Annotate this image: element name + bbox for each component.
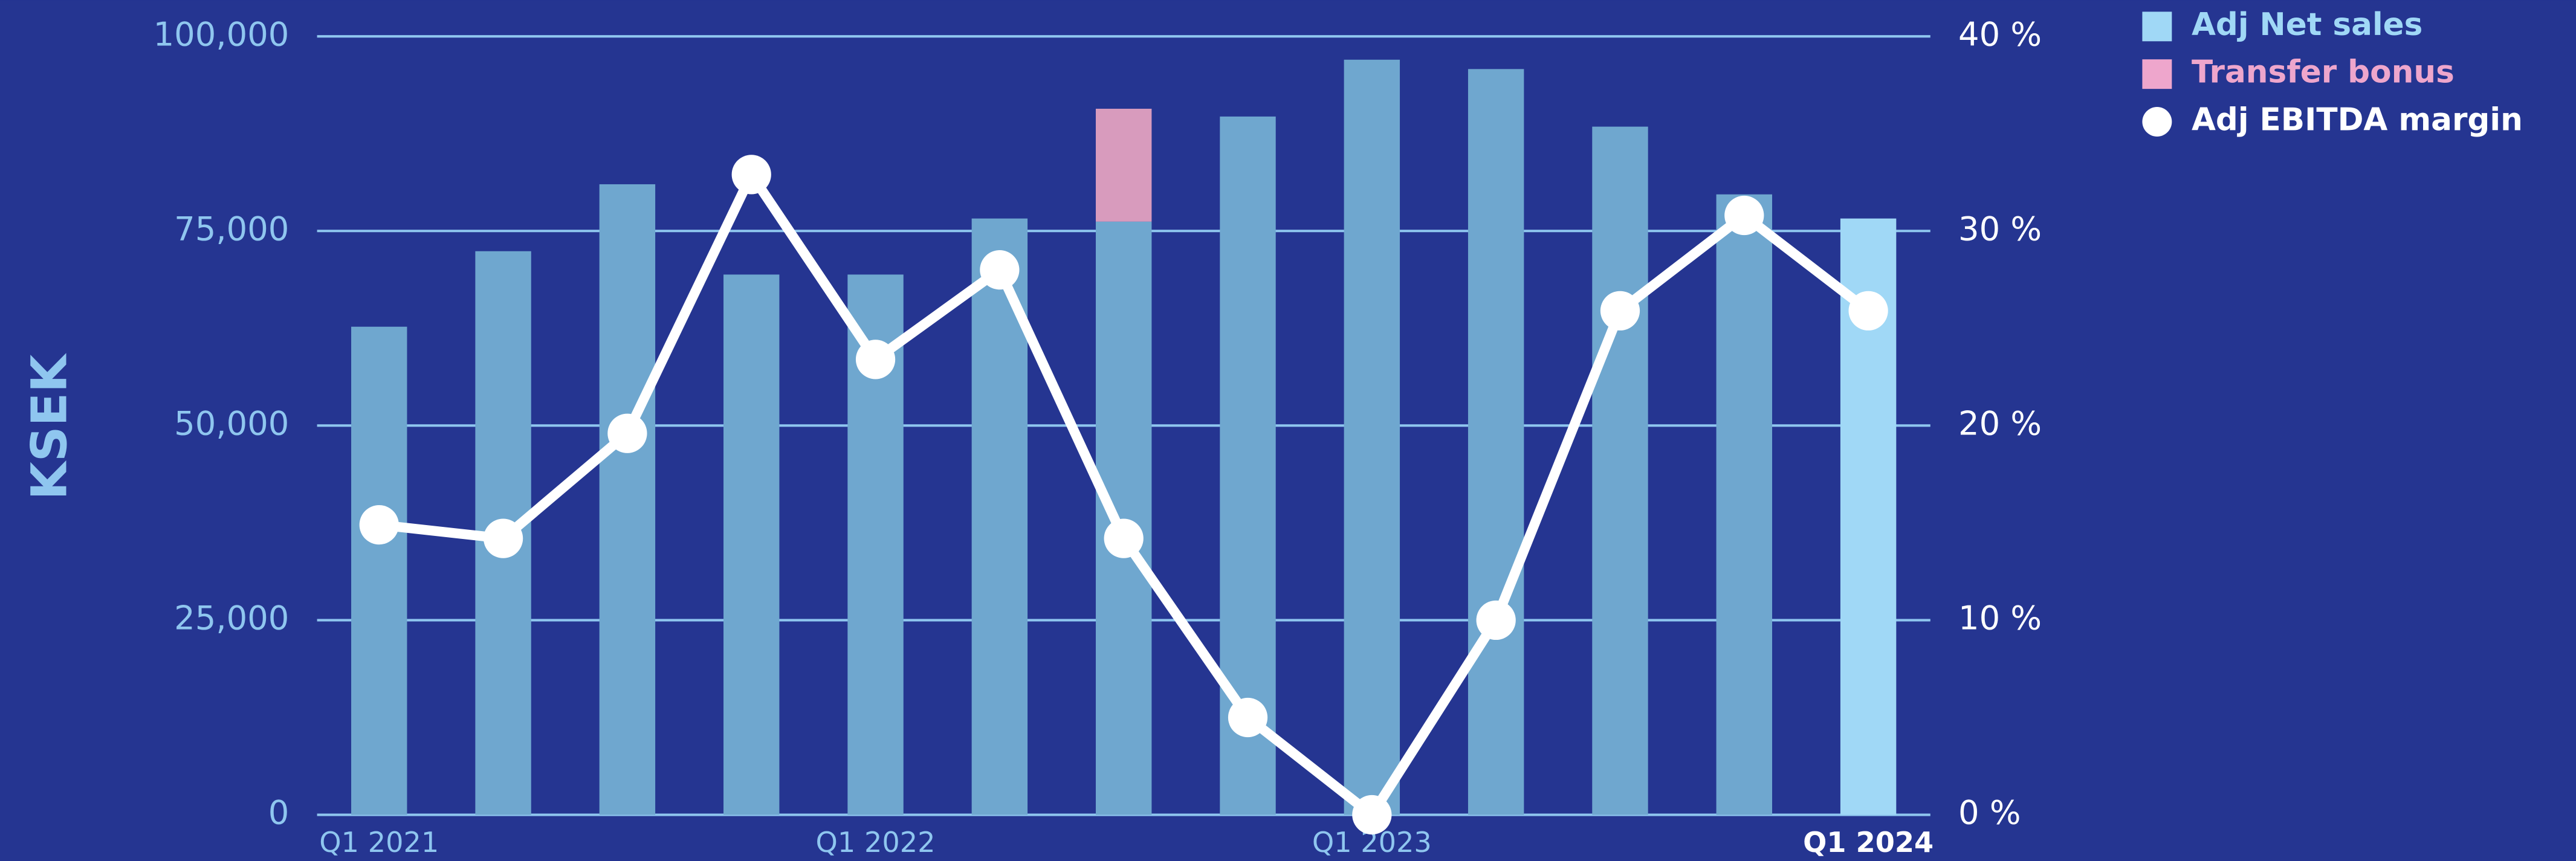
line-point xyxy=(1352,795,1392,835)
y2-tick-label: 0 % xyxy=(1958,794,2021,832)
bar xyxy=(1344,59,1400,815)
line-point xyxy=(607,413,647,453)
legend-marker xyxy=(2142,59,2172,89)
line-point xyxy=(1104,518,1144,558)
bar xyxy=(1095,108,1152,222)
legend-label: Transfer bonus xyxy=(2192,54,2455,91)
line-point xyxy=(359,505,399,545)
legend-label: Adj EBITDA margin xyxy=(2192,102,2523,138)
y-tick-label: 0 xyxy=(268,794,290,832)
bar xyxy=(351,326,407,815)
legend-marker xyxy=(2142,11,2172,42)
line-point xyxy=(855,340,896,379)
y2-tick-label: 40 % xyxy=(1958,15,2042,53)
y-tick-label: 75,000 xyxy=(174,210,289,248)
y-tick-label: 25,000 xyxy=(174,599,289,637)
x-tick-label: Q1 2024 xyxy=(1803,826,1934,859)
line-point xyxy=(731,155,771,195)
line-point xyxy=(1476,600,1516,640)
bar xyxy=(1716,194,1773,815)
bar xyxy=(723,274,780,815)
y2-tick-label: 10 % xyxy=(1958,599,2042,637)
y-axis-label: KSEK xyxy=(21,353,78,500)
legend-marker xyxy=(2142,107,2172,137)
bar xyxy=(1095,221,1152,815)
bar xyxy=(599,184,656,815)
line-point xyxy=(483,518,523,558)
line-point xyxy=(1724,195,1764,236)
y-tick-label: 100,000 xyxy=(154,15,290,53)
line-point xyxy=(1848,291,1888,331)
y-tick-label: 50,000 xyxy=(174,404,289,442)
line-point xyxy=(980,250,1020,290)
x-tick-label: Q1 2022 xyxy=(816,826,936,859)
line-point xyxy=(1600,291,1640,331)
legend-label: Adj Net sales xyxy=(2192,7,2422,43)
bar xyxy=(1468,69,1524,815)
line-point xyxy=(1228,697,1268,738)
y2-tick-label: 30 % xyxy=(1958,210,2042,248)
x-tick-label: Q1 2021 xyxy=(319,826,439,859)
y2-tick-label: 20 % xyxy=(1958,404,2042,442)
bar xyxy=(1592,126,1648,815)
